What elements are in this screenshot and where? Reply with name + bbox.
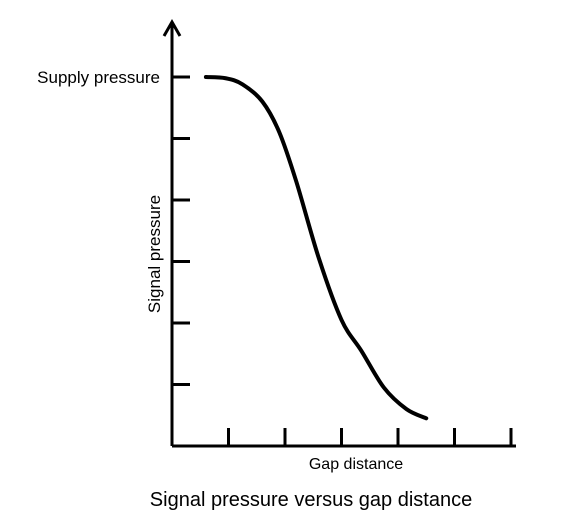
x-axis-label: Gap distance (309, 456, 403, 473)
series-group (203, 75, 429, 421)
y-axis-arrow-icon (162, 18, 182, 37)
signal-pressure-curve (203, 75, 429, 421)
y-axis-label: Signal pressure (145, 195, 164, 313)
chart-axes (162, 18, 516, 448)
y-tick-label-supply-pressure: Supply pressure (37, 68, 160, 87)
y-ticks (172, 75, 190, 386)
x-ticks (227, 428, 513, 446)
chart-title: Signal pressure versus gap distance (150, 489, 472, 511)
